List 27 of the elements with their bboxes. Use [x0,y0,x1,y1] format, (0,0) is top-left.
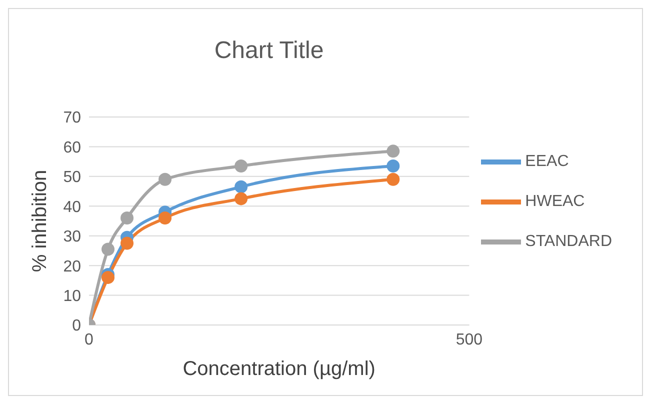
legend-label: EEAC [525,152,569,170]
y-tick-label: 50 [63,169,82,186]
y-tick-label: 60 [63,139,82,156]
legend-label: HWEAC [525,193,585,210]
y-tick-label: 30 [63,228,82,246]
point [386,172,400,186]
y-tick-label: 20 [63,258,82,276]
y-tick-label: 10 [63,288,82,305]
y-axis-title: % inhibition [29,170,52,272]
point [234,160,248,173]
point [386,144,400,158]
point [120,212,134,225]
point [102,270,115,284]
chart-title: Chart Title [213,37,325,65]
point [158,172,172,186]
point [386,160,400,173]
point [158,212,172,225]
x-tick-label: 500 [456,331,483,348]
legend-label: STANDARD [525,233,612,250]
point [120,236,134,250]
point [234,180,248,194]
point [234,192,248,206]
y-tick-label: 70 [63,110,82,127]
y-tick-label: 40 [63,198,82,216]
x-axis-title: Concentration (µg/ml) [182,358,376,380]
point [102,242,115,256]
y-tick-label: 0 [72,318,82,335]
